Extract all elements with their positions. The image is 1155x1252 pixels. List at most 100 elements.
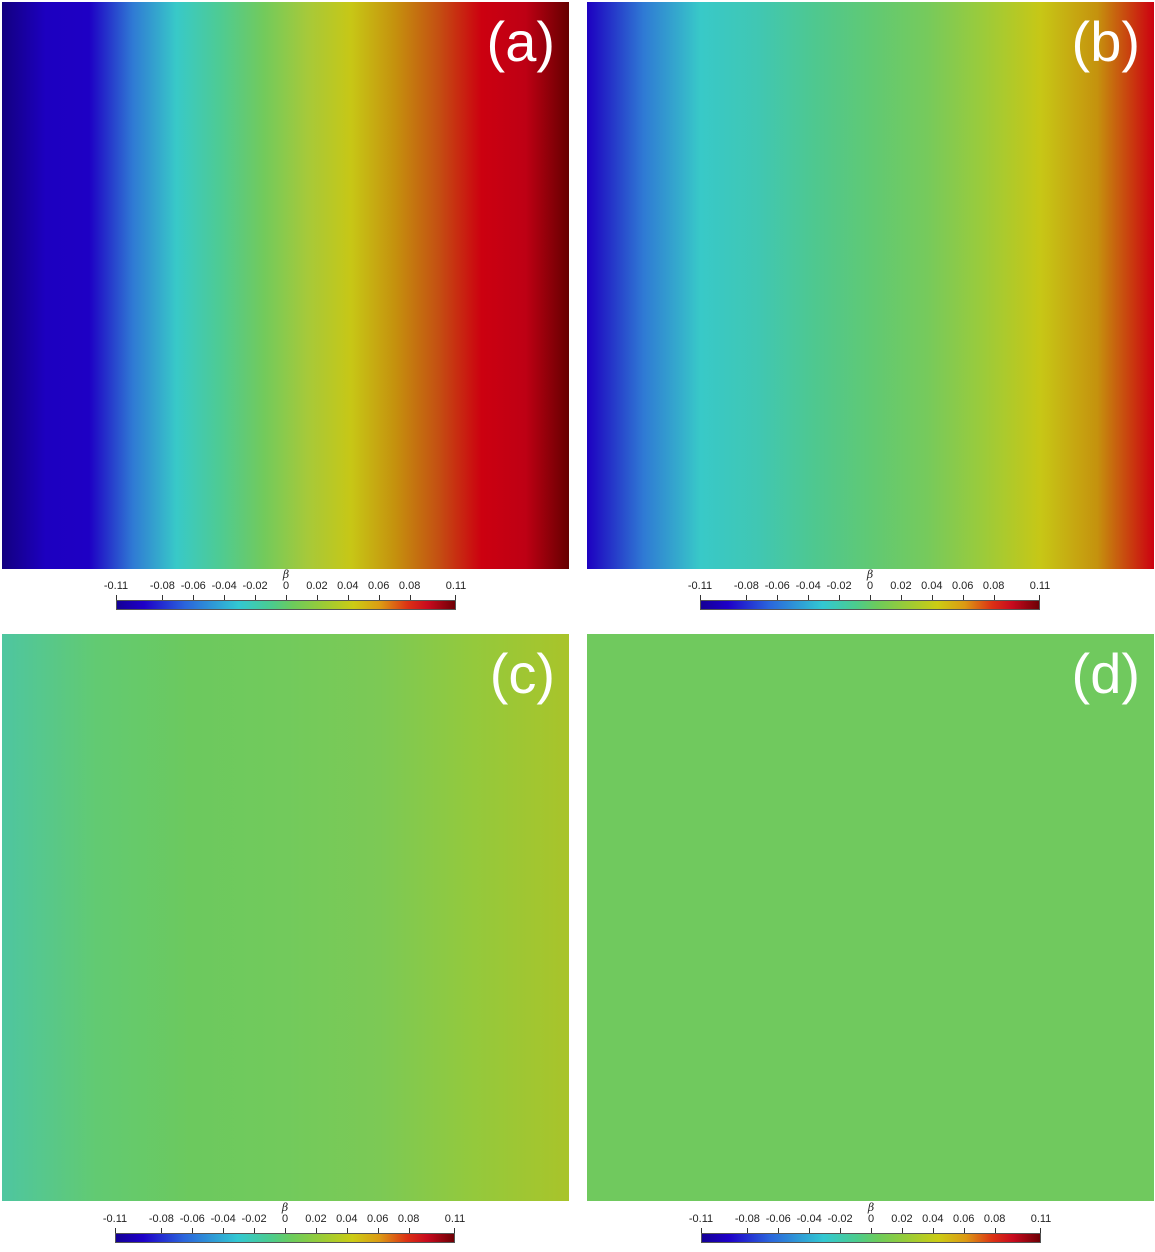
panel-label: (d) (1071, 642, 1140, 705)
colorbar-tick-label: -0.06 (765, 1213, 791, 1225)
colorbar-tick-label: -0.06 (764, 580, 790, 592)
colorbar-symbol: β (866, 568, 874, 581)
colorbar-tick-label: -0.04 (796, 1213, 822, 1225)
colorbar-symbol: β (867, 1201, 875, 1214)
colorbar-tick-label: 0.04 (337, 580, 359, 592)
colorbar-tick-label: -0.08 (148, 1213, 174, 1225)
colorbar-tick-label: -0.11 (103, 580, 129, 592)
colorbar-tick-mark (962, 595, 964, 601)
colorbar-tick-mark (870, 595, 871, 601)
colorbar-tick-label: -0.02 (242, 580, 268, 592)
colorbar-tick-label: -0.06 (179, 1213, 205, 1225)
panel-a: (a) (2, 2, 569, 569)
colorbar-tick-mark (777, 595, 779, 601)
colorbar-tick-label: 0.02 (890, 580, 912, 592)
colorbar-tick-label: -0.04 (795, 580, 821, 592)
colorbar-tick-label: 0 (867, 1213, 875, 1225)
colorbar-tick-mark (285, 1228, 286, 1234)
colorbar-tick-mark (347, 595, 349, 601)
colorbar-tick-label: 0.04 (921, 580, 943, 592)
colorbar-tick-label: 0 (282, 580, 290, 592)
colorbar-tick-mark (455, 595, 456, 601)
colorbar-tick-mark (747, 1228, 749, 1234)
colorbar-tick-label: -0.11 (687, 580, 713, 592)
panel-d: (d) (587, 634, 1154, 1201)
colorbar-tick-label: -0.02 (826, 580, 852, 592)
colorbar-tick-mark (746, 595, 748, 601)
colorbar-tick-label: -0.11 (688, 1213, 714, 1225)
colorbar-tick-label: 0.04 (336, 1213, 358, 1225)
colorbar-tick-label: 0.11 (444, 1213, 466, 1225)
colorbar-tick-label: 0.08 (398, 580, 421, 592)
panel-label: (a) (486, 10, 555, 73)
colorbar-tick-mark (224, 595, 226, 601)
colorbar-tick-label: -0.08 (734, 1213, 760, 1225)
colorbar-tick-mark (871, 1228, 872, 1234)
colorbar-tick-mark (116, 595, 117, 601)
colorbar-tick-mark (1039, 595, 1040, 601)
colorbar-tick-mark (809, 1228, 811, 1234)
colorbar-tick-mark (454, 1228, 455, 1234)
colorbar-tick-label: 0.02 (306, 580, 328, 592)
colorbar-tick-label: -0.08 (733, 580, 759, 592)
colorbar-tick-label: 0.04 (922, 1213, 944, 1225)
colorbar-tick-label: -0.02 (241, 1213, 267, 1225)
colorbar-tick-label: 0.06 (952, 580, 974, 592)
colorbar-tick-label: 0.06 (367, 1213, 389, 1225)
colorbar-d: β -0.11 -0.08 -0.06 -0.04 -0.02 0 0.02 0.04 0.06 0… (689, 1201, 1051, 1247)
colorbar-tick-mark (346, 1228, 348, 1234)
colorbar-tick-mark (994, 1228, 996, 1234)
colorbar-tick-mark (993, 595, 995, 601)
colorbar-gradient (115, 1233, 455, 1243)
colorbar-tick-label: 0.11 (1029, 580, 1051, 592)
colorbar-tick-mark (840, 1228, 842, 1234)
colorbar-tick-mark (700, 595, 701, 601)
colorbar-tick-mark (223, 1228, 225, 1234)
colorbar-tick-label: 0.08 (982, 580, 1005, 592)
colorbar-tick-mark (963, 1228, 965, 1234)
colorbar-tick-mark (286, 595, 287, 601)
colorbar-gradient (700, 600, 1040, 610)
colorbar-tick-mark (932, 1228, 934, 1234)
colorbar-tick-mark (1040, 1228, 1041, 1234)
colorbar-gradient (701, 1233, 1041, 1243)
colorbar-tick-mark (255, 595, 257, 601)
colorbar-tick-mark (115, 1228, 116, 1234)
colorbar-c: β -0.11 -0.08 -0.06 -0.04 -0.02 0 0.02 0.04 0.06 0… (103, 1201, 465, 1247)
colorbar-tick-label: -0.11 (102, 1213, 128, 1225)
colorbar-tick-label: 0.08 (397, 1213, 420, 1225)
colorbar-tick-label: 0.11 (445, 580, 467, 592)
colorbar-tick-mark (378, 595, 380, 601)
colorbar-symbol: β (282, 568, 290, 581)
colorbar-tick-mark (409, 595, 411, 601)
colorbar-tick-mark (901, 1228, 903, 1234)
colorbar-tick-mark (931, 595, 933, 601)
panel-label: (c) (489, 642, 555, 705)
colorbar-symbol: β (281, 1201, 289, 1214)
colorbar-tick-mark (254, 1228, 256, 1234)
colorbar-tick-mark (900, 595, 902, 601)
colorbar-tick-mark (778, 1228, 780, 1234)
colorbar-tick-label: -0.02 (827, 1213, 853, 1225)
panel-c: (c) (2, 634, 569, 1201)
colorbar-gradient (116, 600, 456, 610)
colorbar-tick-label: 0.08 (983, 1213, 1006, 1225)
colorbar-tick-label: 0.02 (891, 1213, 913, 1225)
colorbar-tick-label: 0 (281, 1213, 289, 1225)
colorbar-tick-label: 0.06 (953, 1213, 975, 1225)
colorbar-tick-mark (839, 595, 841, 601)
colorbar-tick-mark (377, 1228, 379, 1234)
colorbar-tick-label: -0.04 (211, 580, 237, 592)
panel-b: (b) (587, 2, 1154, 569)
colorbar-tick-mark (162, 595, 164, 601)
colorbar-tick-label: 0 (866, 580, 874, 592)
colorbar-tick-label: -0.04 (210, 1213, 236, 1225)
colorbar-tick-mark (408, 1228, 410, 1234)
colorbar-tick-mark (315, 1228, 317, 1234)
colorbar-b: β -0.11 -0.08 -0.06 -0.04 -0.02 0 0.02 0.04 0.06 0… (688, 568, 1050, 614)
colorbar-tick-mark (808, 595, 810, 601)
colorbar-tick-label: -0.06 (180, 580, 206, 592)
colorbar-tick-mark (193, 595, 195, 601)
colorbar-tick-mark (316, 595, 318, 601)
colorbar-tick-label: 0.06 (368, 580, 390, 592)
